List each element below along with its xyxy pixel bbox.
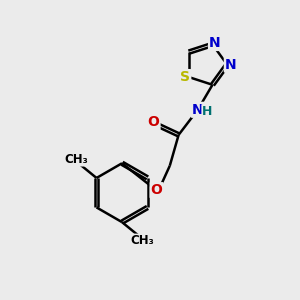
Text: CH₃: CH₃: [131, 234, 154, 247]
Text: S: S: [180, 70, 190, 84]
Text: H: H: [202, 105, 212, 118]
Text: N: N: [209, 36, 221, 50]
Text: O: O: [151, 183, 163, 197]
Text: CH₃: CH₃: [64, 153, 88, 166]
Text: N: N: [225, 58, 236, 72]
Text: O: O: [148, 115, 160, 129]
Text: N: N: [192, 103, 204, 117]
